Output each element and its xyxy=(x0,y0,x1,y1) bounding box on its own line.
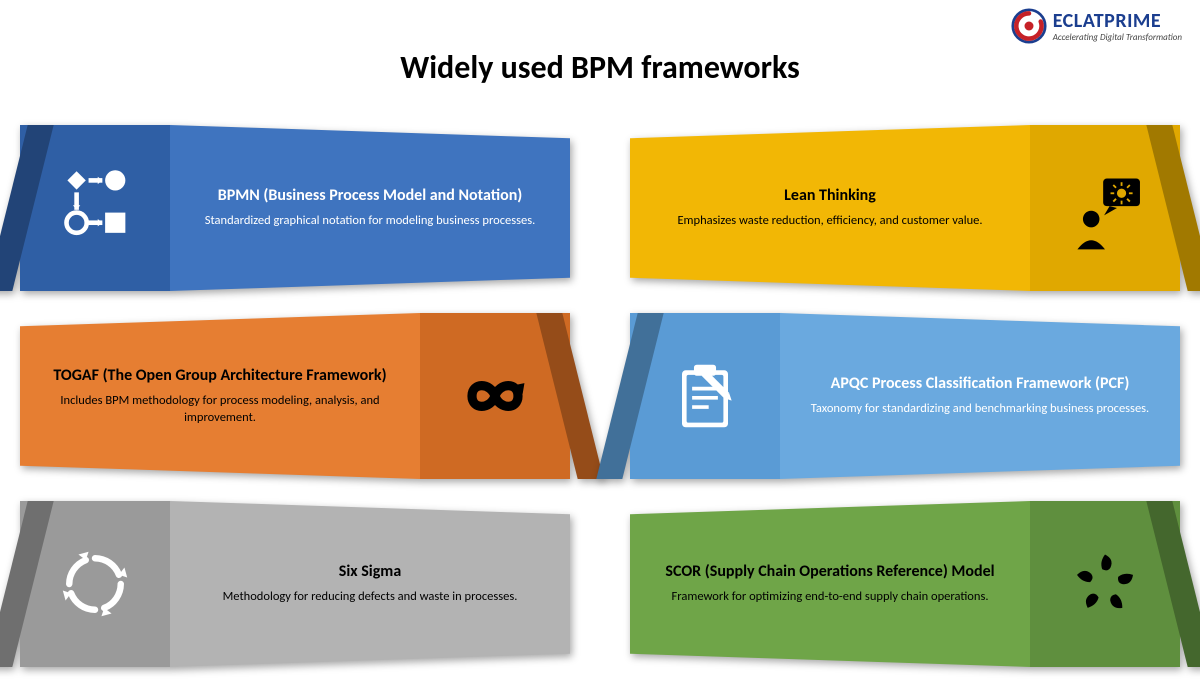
card-bpmn-desc: Standardized graphical notation for mode… xyxy=(205,213,536,229)
clipboard-pencil-icon xyxy=(659,350,751,442)
brand-tagline: Accelerating Digital Transformation xyxy=(1053,33,1182,42)
card-togaf-title: TOGAF (The Open Group Architecture Frame… xyxy=(53,366,386,385)
card-sixsigma-desc: Methodology for reducing defects and was… xyxy=(223,589,518,605)
card-scor: SCOR (Supply Chain Operations Reference)… xyxy=(630,501,1180,667)
card-togaf-desc: Includes BPM methodology for process mod… xyxy=(48,393,392,426)
card-bpmn-title: BPMN (Business Process Model and Notatio… xyxy=(218,186,523,205)
card-apqc-icon-panel xyxy=(630,313,780,479)
card-lean-desc: Emphasizes waste reduction, efficiency, … xyxy=(677,213,982,229)
page-title: Widely used BPM frameworks xyxy=(0,48,1200,87)
infinity-icon xyxy=(449,350,541,442)
card-apqc-title: APQC Process Classification Framework (P… xyxy=(831,374,1130,393)
card-sixsigma-icon-panel xyxy=(20,501,170,667)
card-sixsigma: Six Sigma Methodology for reducing defec… xyxy=(20,501,570,667)
card-scor-icon-panel xyxy=(1030,501,1180,667)
card-togaf: TOGAF (The Open Group Architecture Frame… xyxy=(20,313,570,479)
card-bpmn-text: BPMN (Business Process Model and Notatio… xyxy=(170,125,570,291)
brand-logo: ECLATPRIME Accelerating Digital Transfor… xyxy=(1011,8,1182,44)
framework-grid: BPMN (Business Process Model and Notatio… xyxy=(20,125,1180,667)
card-apqc-text: APQC Process Classification Framework (P… xyxy=(780,313,1180,479)
brand-name: ECLATPRIME xyxy=(1053,11,1182,31)
cycle-arrows-icon xyxy=(49,538,141,630)
flowchart-icon xyxy=(49,162,141,254)
card-scor-text: SCOR (Supply Chain Operations Reference)… xyxy=(630,501,1030,667)
card-lean-icon-panel xyxy=(1030,125,1180,291)
eclatprime-logo-icon xyxy=(1011,8,1047,44)
hands-circle-icon xyxy=(1059,538,1151,630)
card-sixsigma-text: Six Sigma Methodology for reducing defec… xyxy=(170,501,570,667)
card-togaf-text: TOGAF (The Open Group Architecture Frame… xyxy=(20,313,420,479)
card-lean-title: Lean Thinking xyxy=(784,186,876,205)
card-scor-title: SCOR (Supply Chain Operations Reference)… xyxy=(665,562,994,581)
card-apqc-desc: Taxonomy for standardizing and benchmark… xyxy=(811,401,1149,417)
card-bpmn-icon-panel xyxy=(20,125,170,291)
card-togaf-icon-panel xyxy=(420,313,570,479)
card-bpmn: BPMN (Business Process Model and Notatio… xyxy=(20,125,570,291)
card-sixsigma-title: Six Sigma xyxy=(339,562,401,581)
card-scor-desc: Framework for optimizing end-to-end supp… xyxy=(672,589,989,605)
card-lean: Lean Thinking Emphasizes waste reduction… xyxy=(630,125,1180,291)
idea-person-icon xyxy=(1059,162,1151,254)
card-apqc: APQC Process Classification Framework (P… xyxy=(630,313,1180,479)
card-lean-text: Lean Thinking Emphasizes waste reduction… xyxy=(630,125,1030,291)
